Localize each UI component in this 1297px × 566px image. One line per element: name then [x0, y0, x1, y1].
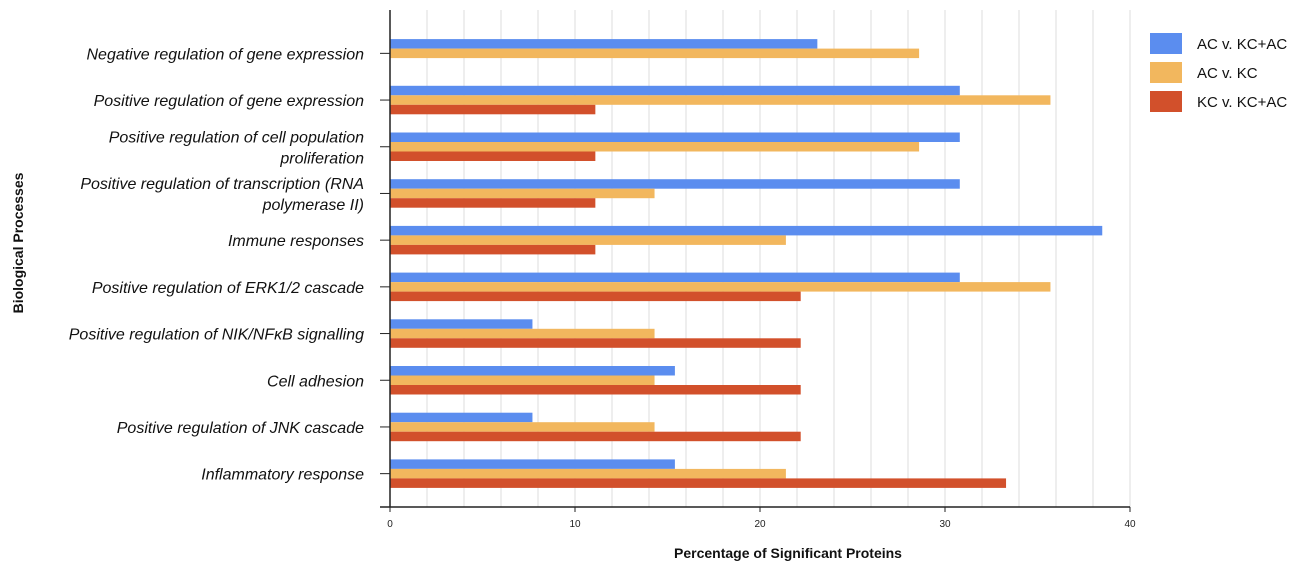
legend-label: AC v. KC+AC: [1197, 36, 1287, 53]
bar: [390, 478, 1007, 488]
category-label: Cell adhesion: [267, 373, 364, 390]
axes: [380, 10, 1130, 508]
legend: AC v. KC+AC AC v. KC KC v. KC+AC: [1150, 33, 1287, 112]
x-tick-label: 30: [939, 519, 951, 530]
x-tick-label: 10: [569, 519, 581, 530]
category-label: Immune responses: [228, 233, 364, 250]
category-label: Positive regulation of cell population: [109, 129, 364, 146]
x-tick-label: 20: [754, 519, 766, 530]
category-label: Positive regulation of transcription (RN…: [80, 176, 364, 193]
bar: [390, 431, 801, 442]
bar: [390, 48, 920, 59]
bar: [390, 235, 786, 245]
bar: [390, 338, 801, 348]
bar: [390, 132, 960, 142]
x-tick-label: 0: [387, 519, 393, 530]
legend-label: AC v. KC: [1197, 65, 1258, 82]
bar: [390, 319, 533, 329]
bar: [390, 412, 533, 423]
bar: [390, 179, 960, 189]
bar: [390, 375, 655, 385]
bar: [390, 244, 596, 255]
category-label: proliferation: [279, 150, 364, 167]
legend-swatch: [1150, 91, 1182, 112]
x-tick-label: 40: [1124, 519, 1136, 530]
y-axis-title: Biological Processes: [10, 172, 26, 313]
category-labels: Negative regulation of gene expression Po…: [69, 46, 390, 484]
bar: [390, 291, 801, 302]
bar: [390, 188, 655, 199]
bar: [390, 142, 920, 152]
legend-label: KC v. KC+AC: [1197, 94, 1287, 111]
x-tick-labels: 0 10 20 30 40: [387, 507, 1136, 530]
bars: [390, 39, 1103, 488]
category-label: Negative regulation of gene expression: [86, 46, 364, 63]
bar: [390, 85, 960, 96]
bar: [390, 151, 596, 161]
bar: [390, 366, 675, 376]
category-label: polymerase II): [262, 197, 364, 214]
bar: [390, 104, 596, 115]
category-label: Inflammatory response: [201, 467, 364, 484]
bar: [390, 422, 655, 432]
bar: [390, 468, 786, 479]
category-label: Positive regulation of ERK1/2 cascade: [92, 280, 364, 297]
bar: [390, 459, 675, 469]
category-label: Positive regulation of JNK cascade: [117, 420, 364, 437]
bar: [390, 282, 1051, 292]
category-label: Positive regulation of NIK/NFκB signalli…: [69, 327, 364, 344]
category-label: Positive regulation of gene expression: [94, 93, 364, 110]
legend-swatch: [1150, 62, 1182, 83]
bar: [390, 39, 818, 49]
bar: [390, 272, 960, 283]
x-axis-title: Percentage of Significant Proteins: [674, 545, 902, 561]
bar: [390, 225, 1103, 236]
bar: [390, 328, 655, 339]
bar: [390, 385, 801, 395]
bar: [390, 198, 596, 208]
bar: [390, 95, 1051, 105]
legend-swatch: [1150, 33, 1182, 54]
